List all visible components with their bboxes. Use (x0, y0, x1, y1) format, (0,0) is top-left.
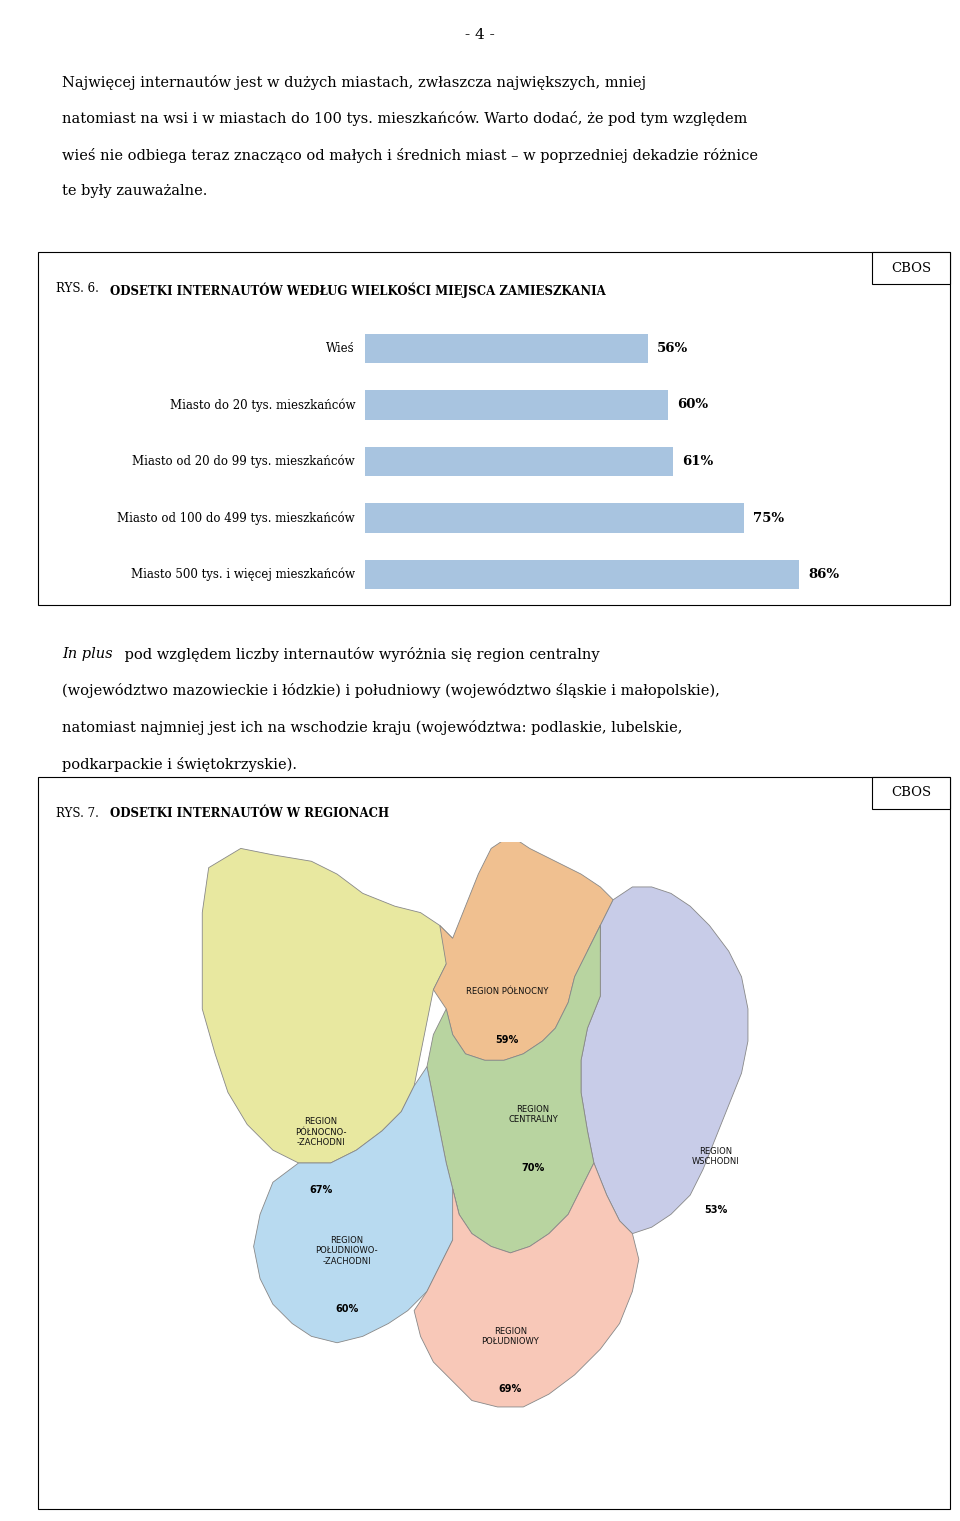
Text: RYS. 7.: RYS. 7. (56, 808, 99, 820)
Text: 86%: 86% (808, 569, 839, 581)
Text: 60%: 60% (335, 1303, 358, 1314)
Bar (365, 391, 668, 420)
Text: REGION PÓŁNOCNY: REGION PÓŁNOCNY (466, 987, 548, 996)
Text: 53%: 53% (705, 1205, 728, 1215)
Bar (365, 447, 673, 476)
Text: 61%: 61% (682, 455, 713, 468)
Polygon shape (203, 849, 453, 1164)
Polygon shape (581, 887, 748, 1234)
Bar (365, 503, 744, 532)
Text: REGION
POŁUDNIOWY: REGION POŁUDNIOWY (482, 1326, 540, 1346)
Text: Miasto od 20 do 99 tys. mieszkańców: Miasto od 20 do 99 tys. mieszkańców (132, 455, 355, 468)
Text: Wieś: Wieś (326, 342, 355, 354)
Text: pod względem liczby internautów wyróżnia się region centralny: pod względem liczby internautów wyróżnia… (120, 646, 600, 662)
Text: 56%: 56% (657, 342, 688, 354)
Text: REGION
CENTRALNY: REGION CENTRALNY (508, 1106, 558, 1124)
Text: RYS. 6.: RYS. 6. (56, 281, 99, 295)
Polygon shape (427, 925, 600, 1253)
Bar (38, 252, 950, 605)
Text: podkarpackie i świętokrzyskie).: podkarpackie i świętokrzyskie). (62, 756, 297, 771)
Bar (365, 333, 648, 364)
Text: natomiast najmniej jest ich na wschodzie kraju (województwa: podlaskie, lubelski: natomiast najmniej jest ich na wschodzie… (62, 719, 683, 735)
Polygon shape (433, 835, 613, 1060)
Text: REGION
POŁUDNIOWO-
-ZACHODNI: REGION POŁUDNIOWO- -ZACHODNI (316, 1237, 378, 1265)
Text: (województwo mazowieckie i łódzkie) i południowy (województwo śląskie i małopols: (województwo mazowieckie i łódzkie) i po… (62, 683, 720, 698)
Text: Miasto od 100 do 499 tys. mieszkańców: Miasto od 100 do 499 tys. mieszkańców (117, 511, 355, 525)
Polygon shape (414, 1164, 638, 1407)
Text: - 4 -: - 4 - (466, 27, 494, 43)
Text: wieś nie odbiega teraz znacząco od małych i średnich miast – w poprzedniej dekad: wieś nie odbiega teraz znacząco od małyc… (62, 148, 758, 163)
Text: 75%: 75% (753, 511, 784, 525)
Text: Najwięcej internautów jest w dużych miastach, zwłaszcza największych, mniej: Najwięcej internautów jest w dużych mias… (62, 75, 646, 90)
Text: Miasto do 20 tys. mieszkańców: Miasto do 20 tys. mieszkańców (170, 399, 355, 412)
Text: ODSETKI INTERNAUTÓW WEDŁUG WIELKOŚCI MIEJSCA ZAMIESZKANIA: ODSETKI INTERNAUTÓW WEDŁUG WIELKOŚCI MIE… (110, 281, 606, 298)
Text: 60%: 60% (677, 399, 708, 411)
Text: REGION
PÓŁNOCNO-
-ZACHODNI: REGION PÓŁNOCNO- -ZACHODNI (296, 1116, 347, 1147)
Text: REGION
WSCHODNI: REGION WSCHODNI (692, 1147, 740, 1167)
Text: In plus: In plus (62, 646, 112, 662)
Bar (38, 777, 950, 1509)
Text: 69%: 69% (499, 1384, 522, 1395)
Bar (365, 560, 800, 590)
Polygon shape (253, 1066, 459, 1343)
Bar (872, 777, 950, 809)
Text: CBOS: CBOS (891, 262, 931, 274)
Text: 70%: 70% (521, 1164, 544, 1173)
Text: natomiast na wsi i w miastach do 100 tys. mieszkańców. Warto dodać, że pod tym w: natomiast na wsi i w miastach do 100 tys… (62, 111, 748, 126)
Text: 59%: 59% (495, 1034, 518, 1045)
Bar (872, 252, 950, 284)
Text: CBOS: CBOS (891, 786, 931, 800)
Text: 67%: 67% (309, 1185, 333, 1196)
Text: ODSETKI INTERNAUTÓW W REGIONACH: ODSETKI INTERNAUTÓW W REGIONACH (110, 808, 389, 820)
Text: te były zauważalne.: te były zauważalne. (62, 184, 207, 199)
Text: Miasto 500 tys. i więcej mieszkańców: Miasto 500 tys. i więcej mieszkańców (131, 567, 355, 581)
